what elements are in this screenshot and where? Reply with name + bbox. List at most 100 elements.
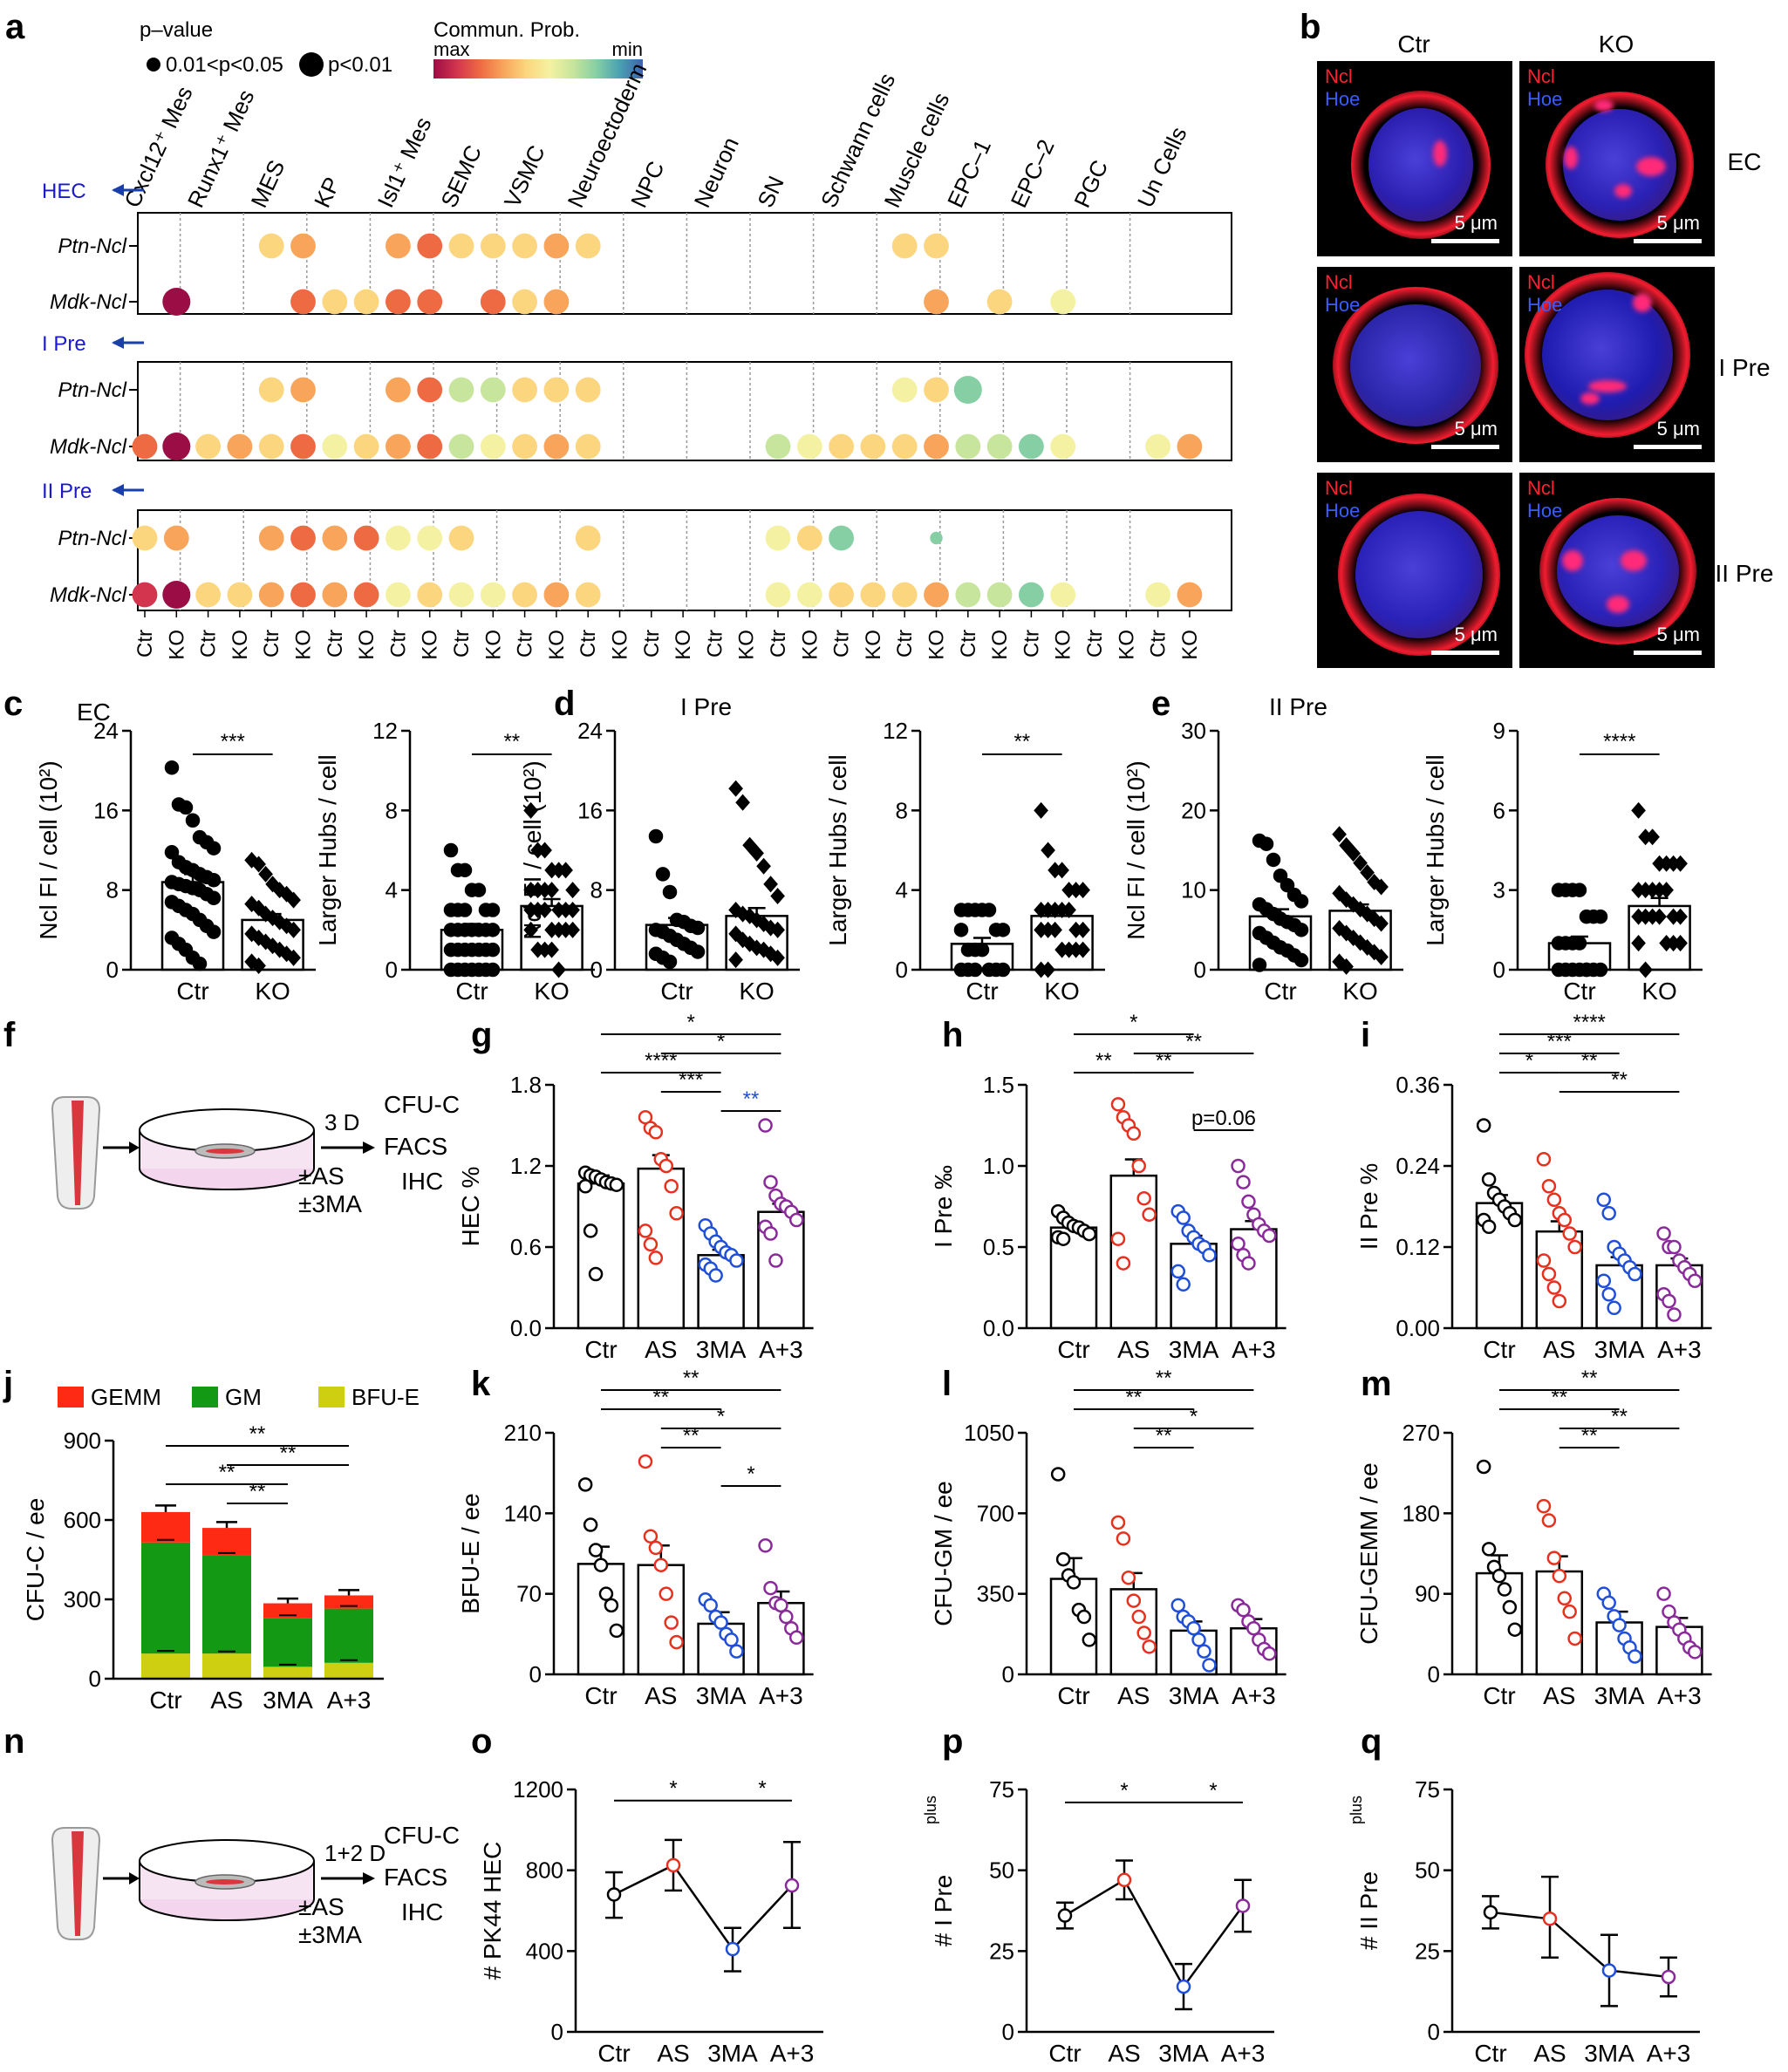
data-point bbox=[1082, 1226, 1097, 1242]
significance-label: * bbox=[1190, 1405, 1198, 1428]
x-category-label: KO bbox=[255, 978, 290, 1005]
interaction-dot bbox=[930, 531, 943, 545]
scale-bar-label: 5 μm bbox=[1656, 624, 1700, 645]
data-point bbox=[788, 1212, 804, 1228]
data-point bbox=[1673, 935, 1688, 952]
panel-letter-g: g bbox=[471, 1016, 492, 1054]
data-point bbox=[788, 1630, 804, 1646]
nucleolin-hub bbox=[1433, 140, 1447, 167]
data-point bbox=[1601, 1206, 1616, 1221]
column-header: MES bbox=[245, 156, 290, 212]
interaction-dot bbox=[258, 377, 284, 403]
data-point bbox=[756, 857, 771, 875]
y-tick-label: 600 bbox=[64, 1507, 101, 1533]
y-axis-label: Larger Hubs / cell bbox=[1422, 754, 1449, 945]
data-point bbox=[1652, 908, 1667, 925]
y-tick-label: 0 bbox=[1002, 2019, 1014, 2045]
significance-label: ** bbox=[743, 1087, 760, 1111]
significance-label: ** bbox=[249, 1480, 266, 1503]
data-point bbox=[604, 1598, 619, 1613]
column-header: EPC–1 bbox=[942, 135, 996, 211]
x-category-label: AS bbox=[1543, 1682, 1575, 1709]
interaction-dot bbox=[290, 525, 316, 551]
significance-label: ** bbox=[1013, 730, 1030, 753]
row-label: Ptn-Ncl bbox=[58, 378, 126, 402]
data-point bbox=[286, 891, 301, 909]
channel-label-ncl: Ncl bbox=[1325, 271, 1353, 293]
data-point bbox=[565, 921, 580, 938]
significance-label: ** bbox=[1125, 1386, 1142, 1409]
panel-letter-d: d bbox=[554, 685, 575, 723]
data-point bbox=[1261, 1228, 1277, 1244]
y-axis-label: HEC % bbox=[457, 1167, 484, 1247]
micrograph-column-label: Ctr bbox=[1397, 31, 1430, 58]
data-point bbox=[1293, 894, 1309, 909]
data-point bbox=[1541, 1179, 1557, 1194]
data-point bbox=[648, 1125, 664, 1140]
y-tick-label: 270 bbox=[1402, 1420, 1440, 1446]
stacked-segment bbox=[324, 1595, 373, 1609]
group-label: II Pre bbox=[42, 480, 92, 503]
flow-arrow-head bbox=[129, 1872, 140, 1885]
row-label: Mdk-Ncl bbox=[50, 290, 127, 314]
data-point bbox=[1126, 1126, 1142, 1142]
data-point bbox=[544, 882, 559, 899]
interaction-dot bbox=[353, 582, 379, 608]
data-point bbox=[995, 923, 1011, 937]
x-tick-label: KO bbox=[862, 630, 885, 660]
interaction-dot bbox=[386, 289, 411, 315]
data-point bbox=[1656, 1226, 1671, 1241]
data-point bbox=[1136, 1626, 1151, 1640]
data-point bbox=[164, 760, 180, 775]
significance-label: * bbox=[1120, 1779, 1128, 1803]
y-tick-label: 180 bbox=[1402, 1500, 1440, 1526]
data-point bbox=[1552, 1568, 1567, 1584]
interaction-dot bbox=[860, 433, 886, 460]
interaction-dot bbox=[924, 433, 949, 460]
interaction-dot bbox=[829, 525, 854, 551]
y-axis-label: CFU-C / ee bbox=[22, 1498, 49, 1622]
x-category-label: Ctr bbox=[660, 978, 693, 1005]
data-point bbox=[1136, 1190, 1151, 1206]
x-tick-label: Ctr bbox=[577, 630, 600, 658]
x-category-label: AS bbox=[210, 1687, 242, 1714]
y-axis-label-superscript: plus bbox=[922, 1796, 939, 1824]
data-point bbox=[485, 903, 501, 917]
x-category-label: Ctr bbox=[455, 978, 488, 1005]
data-point bbox=[1236, 1602, 1251, 1618]
data-point bbox=[1131, 1609, 1146, 1625]
panel-title: EC bbox=[77, 699, 111, 726]
data-point bbox=[662, 884, 678, 900]
data-point bbox=[1659, 882, 1674, 899]
data-point bbox=[1572, 883, 1587, 897]
data-point bbox=[1176, 1979, 1191, 1994]
interaction-dot bbox=[448, 582, 474, 608]
panel-letter-c: c bbox=[3, 685, 23, 723]
x-tick-label: Ctr bbox=[260, 630, 283, 658]
interaction-dot bbox=[163, 525, 189, 551]
interaction-dot bbox=[290, 377, 316, 403]
x-tick-label: KO bbox=[419, 630, 442, 660]
data-point bbox=[1476, 1459, 1491, 1475]
x-category-label: Ctr bbox=[584, 1682, 617, 1709]
data-point bbox=[1557, 1212, 1572, 1228]
y-tick-label: 12 bbox=[372, 718, 398, 744]
y-axis-label: BFU-E / ee bbox=[457, 1493, 484, 1613]
data-point bbox=[1631, 801, 1646, 819]
x-tick-label: Ctr bbox=[133, 630, 157, 658]
culture-schematic bbox=[51, 1096, 315, 1210]
scale-bar bbox=[1634, 651, 1702, 655]
interaction-dot bbox=[258, 233, 284, 259]
data-point bbox=[1541, 1266, 1557, 1282]
data-point bbox=[206, 873, 222, 888]
x-tick-label: KO bbox=[355, 630, 379, 660]
column-header: EPC–2 bbox=[1006, 135, 1060, 211]
panel-letter-b: b bbox=[1300, 8, 1321, 46]
data-point bbox=[1048, 921, 1062, 938]
interaction-dot bbox=[448, 433, 474, 460]
interaction-dot bbox=[924, 233, 949, 259]
interaction-dot bbox=[417, 433, 443, 460]
interaction-dot bbox=[512, 433, 537, 460]
culture-days: 1+2 D bbox=[324, 1840, 386, 1866]
panel-letter-q: q bbox=[1361, 1722, 1382, 1761]
